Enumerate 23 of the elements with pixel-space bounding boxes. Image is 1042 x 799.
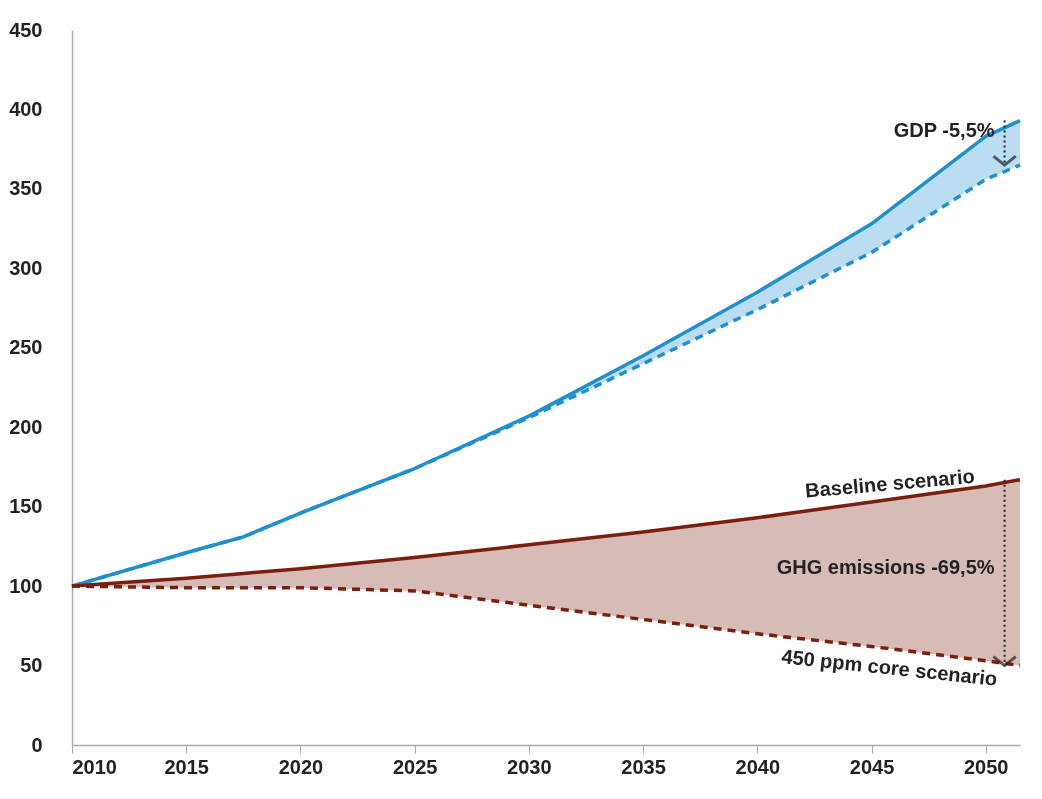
y-tick-label: 300 [9, 256, 43, 279]
y-tick-label: 200 [9, 415, 43, 438]
series-label: Baseline scenario [804, 464, 976, 502]
y-tick-label: 400 [9, 97, 43, 120]
y-tick-label: 100 [9, 574, 43, 597]
x-tick-label: 2030 [507, 755, 552, 778]
x-tick-label: 2040 [735, 755, 781, 778]
text: 450 ppm core scenario [780, 645, 999, 690]
x-tick-label: 2010 [72, 755, 117, 778]
x-tick-label: 2025 [392, 755, 438, 778]
y-tick-label: 450 [9, 18, 43, 41]
x-tick-label: 2035 [621, 755, 666, 778]
annotation: GHG emissions -69,5% [776, 555, 995, 578]
y-tick-label: 150 [9, 495, 43, 518]
x-tick-label: 2045 [849, 755, 895, 778]
x-tick-label: 2020 [278, 755, 324, 778]
x-tick-label: 2050 [963, 755, 1009, 778]
y-tick-label: 0 [31, 733, 43, 756]
y-tick-label: 50 [20, 654, 43, 677]
y-tick-label: 350 [9, 177, 43, 200]
y-tick-label: 250 [9, 336, 43, 359]
annotation: GDP -5,5% [893, 119, 995, 142]
x-tick-label: 2015 [164, 755, 209, 778]
